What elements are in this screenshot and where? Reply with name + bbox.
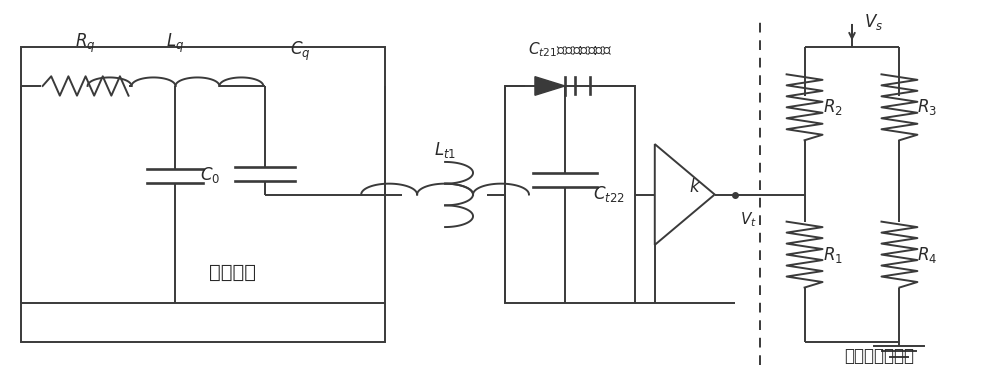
Text: $C_{t22}$: $C_{t22}$	[593, 184, 625, 205]
Text: $R_4$: $R_4$	[917, 245, 938, 265]
Text: $R_q$: $R_q$	[75, 32, 96, 55]
Text: $L_q$: $L_q$	[166, 32, 185, 55]
Text: 阻性压力传感器: 阻性压力传感器	[844, 347, 914, 365]
Text: 振荡回路: 振荡回路	[209, 263, 256, 282]
Text: $L_{t1}$: $L_{t1}$	[434, 140, 456, 159]
Bar	[21, 47, 385, 342]
Text: $C_0$: $C_0$	[200, 165, 221, 185]
Text: $C_{t21}$（变容二极管）: $C_{t21}$（变容二极管）	[528, 40, 612, 59]
Polygon shape	[535, 77, 565, 95]
Text: $R_1$: $R_1$	[823, 245, 842, 265]
Text: $k$: $k$	[689, 178, 701, 196]
Bar	[505, 86, 635, 303]
Text: $V_t$: $V_t$	[740, 210, 757, 229]
Text: $R_2$: $R_2$	[823, 97, 842, 117]
Text: $R_3$: $R_3$	[917, 97, 937, 117]
Text: $C_q$: $C_q$	[290, 40, 311, 63]
Text: $V_s$: $V_s$	[864, 12, 883, 32]
